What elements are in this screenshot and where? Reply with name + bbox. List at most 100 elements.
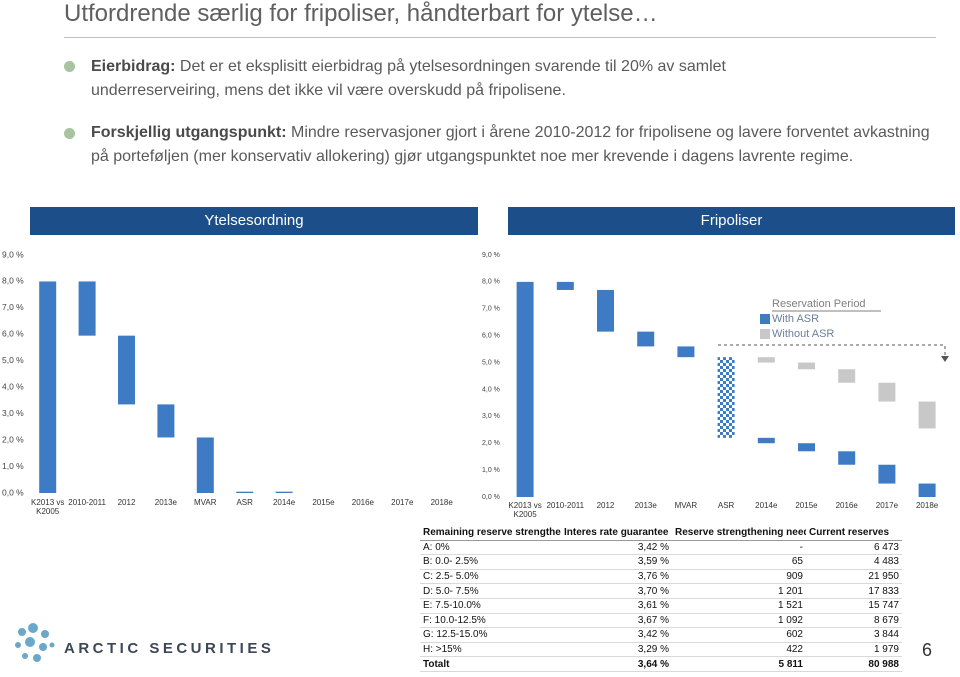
legend-swatch xyxy=(760,329,770,339)
legend-label: With ASR xyxy=(772,313,819,325)
legend-swatch xyxy=(760,314,770,324)
logo-text: ARCTIC SECURITIES xyxy=(64,640,275,657)
bar xyxy=(757,437,775,444)
table-cell: D: 5.0- 7.5% xyxy=(420,583,561,599)
table-cell: F: 10.0-12.5% xyxy=(420,613,561,629)
bullet-lead: Eierbidrag: xyxy=(91,58,176,75)
y-tick-label: 4,0 % xyxy=(2,381,24,391)
bar xyxy=(677,346,695,358)
y-tick-label: 8,0 % xyxy=(482,279,500,286)
table-cell: 3 844 xyxy=(806,627,902,643)
bar xyxy=(157,404,175,438)
x-tick-label: 2010-2011 xyxy=(546,501,585,510)
y-tick-label: 3,0 % xyxy=(2,408,24,418)
y-tick-label: 5,0 % xyxy=(2,355,24,365)
y-tick-label: 9,0 % xyxy=(482,252,500,259)
table-cell: 3,61 % xyxy=(561,598,672,614)
table-cell: A: 0% xyxy=(420,540,561,556)
table-cell: - xyxy=(672,540,806,556)
bar xyxy=(717,357,735,438)
bar xyxy=(757,357,775,363)
table-row: A: 0% 3,42 % -6 473 xyxy=(420,540,902,556)
table-row: H: >15% 3,29 % 422 1 979 xyxy=(420,642,902,658)
y-tick-label: 0,0 % xyxy=(482,494,500,501)
table-cell: 3,29 % xyxy=(561,642,672,658)
bar xyxy=(275,491,293,493)
table-cell: 3,42 % xyxy=(561,627,672,643)
table-cell: E: 7.5-10.0% xyxy=(420,598,561,614)
logo-dot xyxy=(33,654,41,662)
table-row: D: 5.0- 7.5% 3,70 % 1 201 17 833 xyxy=(420,583,902,599)
y-tick-label: 6,0 % xyxy=(2,329,24,339)
table-header-cell: Reserve strengthening need xyxy=(672,526,806,541)
table-cell: 15 747 xyxy=(806,598,902,614)
x-tick-label: 2014e xyxy=(272,498,296,507)
y-tick-label: 1,0 % xyxy=(482,467,500,474)
logo-dot xyxy=(18,628,26,636)
table-header-cell: Interes rate guarantee xyxy=(561,526,672,541)
y-tick-label: 3,0 % xyxy=(482,413,500,420)
logo-mark xyxy=(15,623,55,662)
bar xyxy=(838,369,856,383)
table-cell: 3,70 % xyxy=(561,583,672,599)
x-tick-label: K2013 vs K2005 xyxy=(508,501,542,519)
x-tick-label: 2015e xyxy=(795,501,818,510)
table-row: Totalt 3,64 % 5 811 80 988 xyxy=(420,656,902,672)
table-cell: B: 0.0- 2.5% xyxy=(420,554,561,570)
bullet-lead: Forskjellig utgangspunkt: xyxy=(91,124,287,141)
y-tick-label: 8,0 % xyxy=(2,276,24,286)
y-tick-label: 4,0 % xyxy=(482,386,500,393)
bullet: Forskjellig utgangspunkt: Mindre reserva… xyxy=(91,121,951,169)
bar xyxy=(878,382,896,402)
logo-dot xyxy=(49,642,55,648)
table-cell: 1 092 xyxy=(672,613,806,629)
table-cell: 65 xyxy=(672,554,806,570)
logo-dot xyxy=(41,630,49,638)
x-tick-label: 2018e xyxy=(915,501,939,510)
legend-arrow xyxy=(718,344,946,358)
y-tick-label: 7,0 % xyxy=(482,306,500,313)
x-tick-label: 2010-2011 xyxy=(68,498,106,507)
y-tick-label: 2,0 % xyxy=(2,434,24,444)
y-tick-label: 7,0 % xyxy=(2,302,24,312)
bar xyxy=(798,443,815,452)
title-rule xyxy=(64,37,936,38)
table-cell: 6 473 xyxy=(806,540,902,556)
table-cell: 422 xyxy=(672,642,806,658)
table-cell: G: 12.5-15.0% xyxy=(420,627,561,643)
table-cell: H: >15% xyxy=(420,642,561,658)
x-tick-label: 2015e xyxy=(312,498,335,507)
table-cell: 3,59 % xyxy=(561,554,672,570)
table-cell: 5 811 xyxy=(672,656,806,672)
table-header-row: Remaining reserve strengthen Interes rate… xyxy=(420,526,902,541)
logo-dot xyxy=(28,623,38,633)
bar xyxy=(597,289,614,332)
table-cell: 1 979 xyxy=(806,642,902,658)
page-number: 6 xyxy=(922,640,933,660)
bar xyxy=(798,362,815,370)
table-row: F: 10.0-12.5% 3,67 % 1 092 8 679 xyxy=(420,613,902,629)
chart-banner: Ytelsesordning xyxy=(30,207,478,235)
table-cell: 4 483 xyxy=(806,554,902,570)
table-row: C: 2.5- 5.0% 3,76 % 909 21 950 xyxy=(420,569,902,585)
table-cell: C: 2.5- 5.0% xyxy=(420,569,561,585)
bullet-dot xyxy=(64,61,75,72)
x-tick-label: K2013 vs K2005 xyxy=(31,498,65,516)
bullet-text: Det er et eksplisitt eierbidrag på ytels… xyxy=(91,58,726,99)
bar xyxy=(838,451,856,465)
logo-dot xyxy=(15,642,21,648)
legend-arrowhead xyxy=(941,356,949,362)
table-cell: 602 xyxy=(672,627,806,643)
x-tick-label: 2017e xyxy=(391,498,414,507)
bar xyxy=(556,281,574,290)
x-tick-label: ASR xyxy=(717,501,735,510)
table-cell: 3,64 % xyxy=(561,656,672,672)
bar xyxy=(118,335,135,405)
x-tick-label: 2012 xyxy=(117,498,136,507)
logo-dot xyxy=(22,653,28,659)
bar xyxy=(878,464,896,484)
table-cell: Totalt xyxy=(420,656,561,672)
table-cell: 1 521 xyxy=(672,598,806,614)
